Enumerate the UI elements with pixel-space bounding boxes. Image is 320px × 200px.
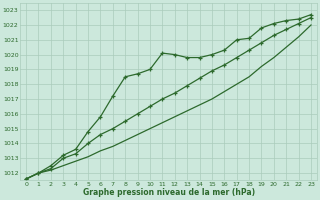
X-axis label: Graphe pression niveau de la mer (hPa): Graphe pression niveau de la mer (hPa) <box>83 188 255 197</box>
